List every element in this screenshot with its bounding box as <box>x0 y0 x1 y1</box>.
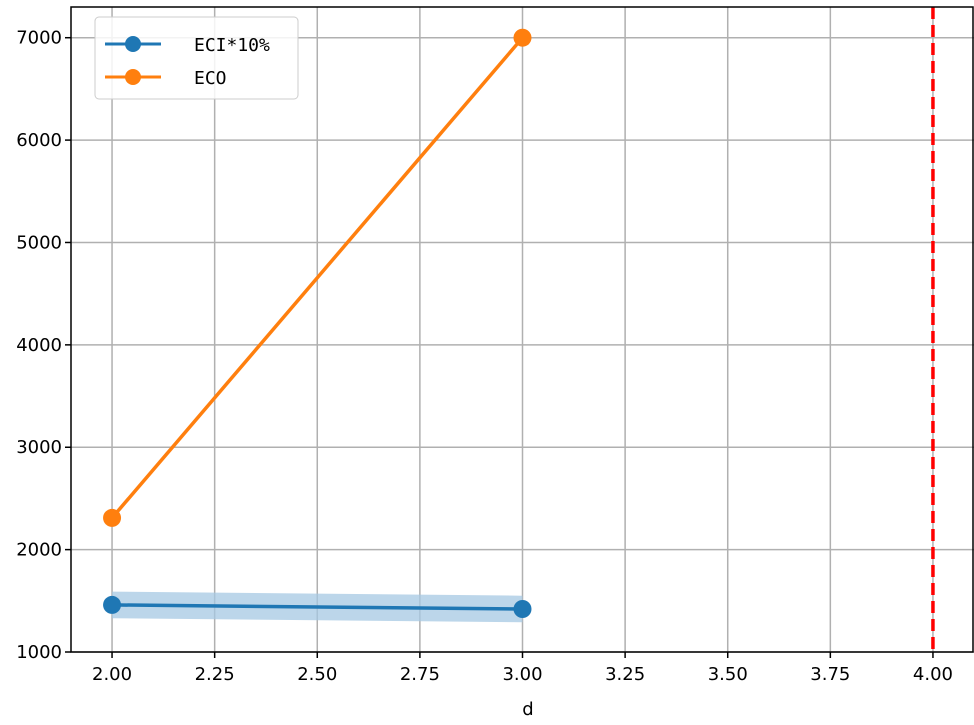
grid-layer <box>71 7 974 653</box>
series-line-1 <box>110 36 524 520</box>
x-tick-label: 3.00 <box>502 664 542 685</box>
data-point-1-0 <box>103 508 122 527</box>
x-tick-label: 2.25 <box>195 664 235 685</box>
y-tick-label: 5000 <box>16 232 62 253</box>
y-tick-label: 1000 <box>16 642 62 663</box>
x-tick-label: 3.50 <box>708 664 748 685</box>
legend: ECI*10% ECO <box>94 16 299 100</box>
x-tick-label: 2.75 <box>400 664 440 685</box>
legend-swatch-marker-eci <box>125 36 141 52</box>
data-point-0-0 <box>103 595 122 614</box>
y-tick-label: 7000 <box>16 28 62 49</box>
y-tick-label: 6000 <box>16 130 62 151</box>
data-point-1-1 <box>513 28 532 47</box>
legend-label-eci: ECI*10% <box>194 35 270 56</box>
x-tick-label: 3.25 <box>605 664 645 685</box>
legend-label-eco: ECO <box>194 68 227 89</box>
x-tick-layer: 2.00 2.25 2.50 2.75 3.00 3.25 3.50 3.75 4.00 <box>92 652 953 685</box>
data-point-0-1 <box>513 600 532 618</box>
x-tick-label: 2.50 <box>297 664 337 685</box>
series-line-layer <box>110 36 524 611</box>
x-tick-label: 3.75 <box>810 664 850 685</box>
x-tick-label: 2.00 <box>92 664 132 685</box>
series-marker-layer <box>103 28 532 618</box>
x-tick-label: 4.00 <box>913 664 953 685</box>
y-tick-layer: 1000 2000 3000 4000 5000 6000 7000 <box>16 28 71 663</box>
legend-swatch-marker-eco <box>125 69 141 85</box>
y-tick-label: 2000 <box>16 540 62 561</box>
x-axis-label: d <box>522 699 533 720</box>
series-line-0 <box>112 603 523 611</box>
y-tick-label: 3000 <box>16 437 62 458</box>
y-tick-label: 4000 <box>16 335 62 356</box>
